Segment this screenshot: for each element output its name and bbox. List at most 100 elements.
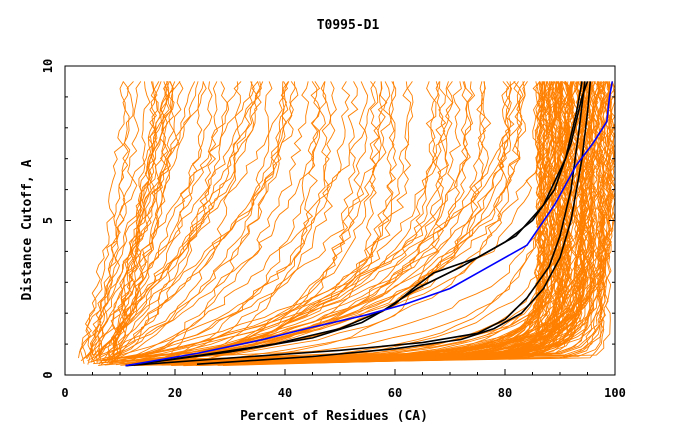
model-line xyxy=(86,81,253,357)
model-line xyxy=(115,81,213,363)
model-line xyxy=(155,81,571,362)
model-line xyxy=(140,81,597,366)
model-line xyxy=(184,81,599,364)
model-line xyxy=(170,81,351,360)
model-line xyxy=(159,81,486,364)
model-line xyxy=(102,81,439,360)
model-line xyxy=(112,81,175,361)
reference-model-line xyxy=(125,81,614,367)
model-line xyxy=(134,81,525,358)
model-line xyxy=(174,81,369,364)
model-line xyxy=(216,81,592,365)
model-line xyxy=(177,81,587,361)
model-line xyxy=(136,81,558,361)
model-line xyxy=(99,81,290,363)
x-tick-label: 0 xyxy=(61,386,68,400)
model-line xyxy=(140,81,468,360)
chart-title: T0995-D1 xyxy=(317,18,380,33)
model-line xyxy=(124,81,397,360)
model-line xyxy=(93,81,168,361)
model-line xyxy=(112,81,526,360)
highlighted-model-line xyxy=(125,81,583,367)
model-line xyxy=(145,81,565,363)
model-line xyxy=(198,81,616,366)
model-line xyxy=(126,81,594,363)
model-line xyxy=(157,81,584,363)
model-line xyxy=(98,81,289,365)
model-line xyxy=(154,81,555,359)
model-line xyxy=(222,81,601,366)
model-line xyxy=(99,81,286,356)
model-line xyxy=(174,81,321,360)
x-axis-label: Percent of Residues (CA) xyxy=(240,409,428,424)
model-line xyxy=(111,81,184,364)
model-line xyxy=(162,81,563,359)
model-line xyxy=(86,81,142,360)
model-line xyxy=(167,81,393,366)
model-line xyxy=(132,81,310,358)
model-line xyxy=(148,81,564,363)
model-line xyxy=(87,81,169,365)
x-tick-label: 20 xyxy=(168,386,182,400)
model-line xyxy=(96,81,437,362)
x-tick-label: 40 xyxy=(278,386,292,400)
model-line xyxy=(108,81,199,360)
axes: 0 20 40 60 80 100 0 5 10 xyxy=(41,59,626,400)
model-line xyxy=(79,81,126,364)
model-line xyxy=(218,81,599,362)
x-tick-label: 60 xyxy=(388,386,402,400)
model-line xyxy=(93,81,134,356)
model-line xyxy=(94,81,207,364)
highlighted-model-line xyxy=(125,81,586,367)
model-line xyxy=(89,81,255,363)
model-line xyxy=(188,81,559,364)
model-line xyxy=(162,81,521,364)
model-line xyxy=(211,81,612,363)
model-line xyxy=(211,81,563,366)
model-line xyxy=(177,81,572,364)
model-line xyxy=(164,81,582,361)
model-line xyxy=(149,81,412,362)
y-tick-label: 10 xyxy=(41,59,55,73)
model-line xyxy=(81,81,181,359)
model-line xyxy=(155,81,572,361)
model-line xyxy=(121,81,383,364)
model-line xyxy=(100,81,228,365)
y-axis-label: Distance Cutoff, A xyxy=(20,159,35,300)
highlighted-model-line xyxy=(196,81,592,365)
model-line xyxy=(155,81,321,366)
model-line xyxy=(191,81,605,363)
model-line xyxy=(111,81,264,363)
model-line xyxy=(88,81,273,363)
model-line xyxy=(104,81,454,366)
model-line xyxy=(140,81,569,362)
x-tick-label: 100 xyxy=(604,386,626,400)
highlighted-model-lines xyxy=(125,81,614,367)
model-line xyxy=(152,81,380,361)
model-line xyxy=(92,81,327,363)
model-line xyxy=(104,81,337,362)
model-line xyxy=(99,81,204,357)
model-line xyxy=(102,81,414,362)
model-line xyxy=(172,81,546,365)
x-tick-label: 80 xyxy=(498,386,512,400)
model-line xyxy=(172,81,554,364)
model-line xyxy=(132,81,376,361)
y-tick-label: 0 xyxy=(41,371,55,378)
model-line xyxy=(129,81,560,362)
model-line xyxy=(106,81,296,364)
model-line xyxy=(104,81,175,362)
model-line xyxy=(149,81,511,362)
model-line xyxy=(103,81,359,361)
background-model-lines xyxy=(78,81,616,367)
model-line xyxy=(80,81,130,362)
model-line xyxy=(141,81,523,365)
model-line xyxy=(112,81,160,365)
y-tick-label: 5 xyxy=(41,217,55,224)
model-line xyxy=(109,81,332,364)
model-line xyxy=(111,81,172,365)
model-line xyxy=(165,81,473,357)
model-line xyxy=(93,81,528,365)
model-line xyxy=(98,81,262,359)
